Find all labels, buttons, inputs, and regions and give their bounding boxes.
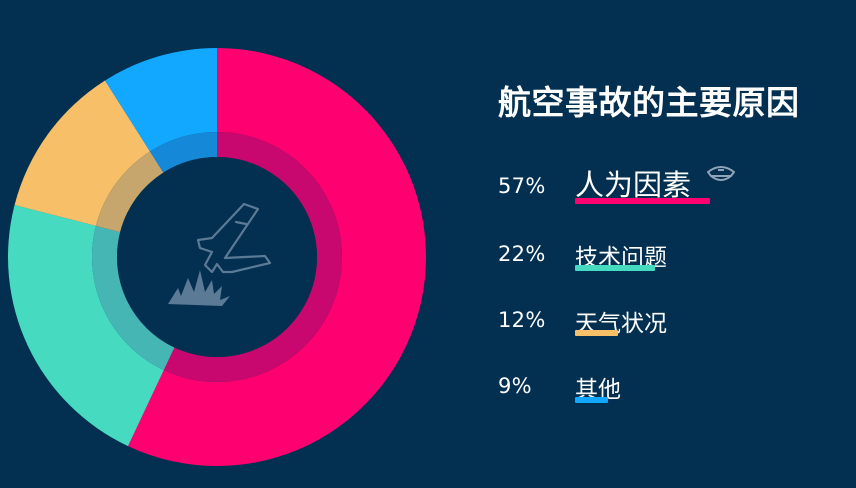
donut-hole (117, 157, 317, 357)
legend-value: 9% (498, 374, 532, 398)
donut-inner-slice-technical (91, 225, 175, 371)
plane-crash-icon (168, 202, 272, 306)
donut-slice-technical (8, 205, 164, 447)
donut-inner-slice-human (163, 132, 342, 382)
donut-slice-human (128, 48, 426, 466)
legend-item-human: 57% 人为因素 (498, 168, 838, 218)
legend-item-weather: 12% 天气状况 (498, 302, 838, 352)
legend-value: 12% (498, 308, 546, 332)
donut-outer-ring (8, 48, 426, 466)
donut-chart-svg (8, 48, 426, 466)
legend-item-technical: 22% 技术问题 (498, 236, 838, 286)
legend-swatch-bar (575, 265, 655, 271)
legend-item-other: 9% 其他 (498, 368, 838, 418)
donut-chart (8, 48, 426, 466)
legend-swatch-bar (575, 198, 710, 204)
legend-swatch-bar (575, 397, 608, 403)
legend-value: 57% (498, 174, 546, 198)
donut-inner-ring (91, 132, 342, 382)
donut-inner-slice-other (150, 132, 217, 173)
donut-slice-weather (14, 80, 151, 226)
chart-title: 航空事故的主要原因 (498, 83, 800, 122)
pilot-cap-icon (707, 166, 735, 181)
legend-value: 22% (498, 242, 546, 266)
legend-label: 人为因素 (575, 168, 692, 202)
donut-inner-slice-weather (95, 151, 164, 233)
donut-slice-other (105, 48, 217, 152)
legend-swatch-bar (575, 330, 618, 336)
